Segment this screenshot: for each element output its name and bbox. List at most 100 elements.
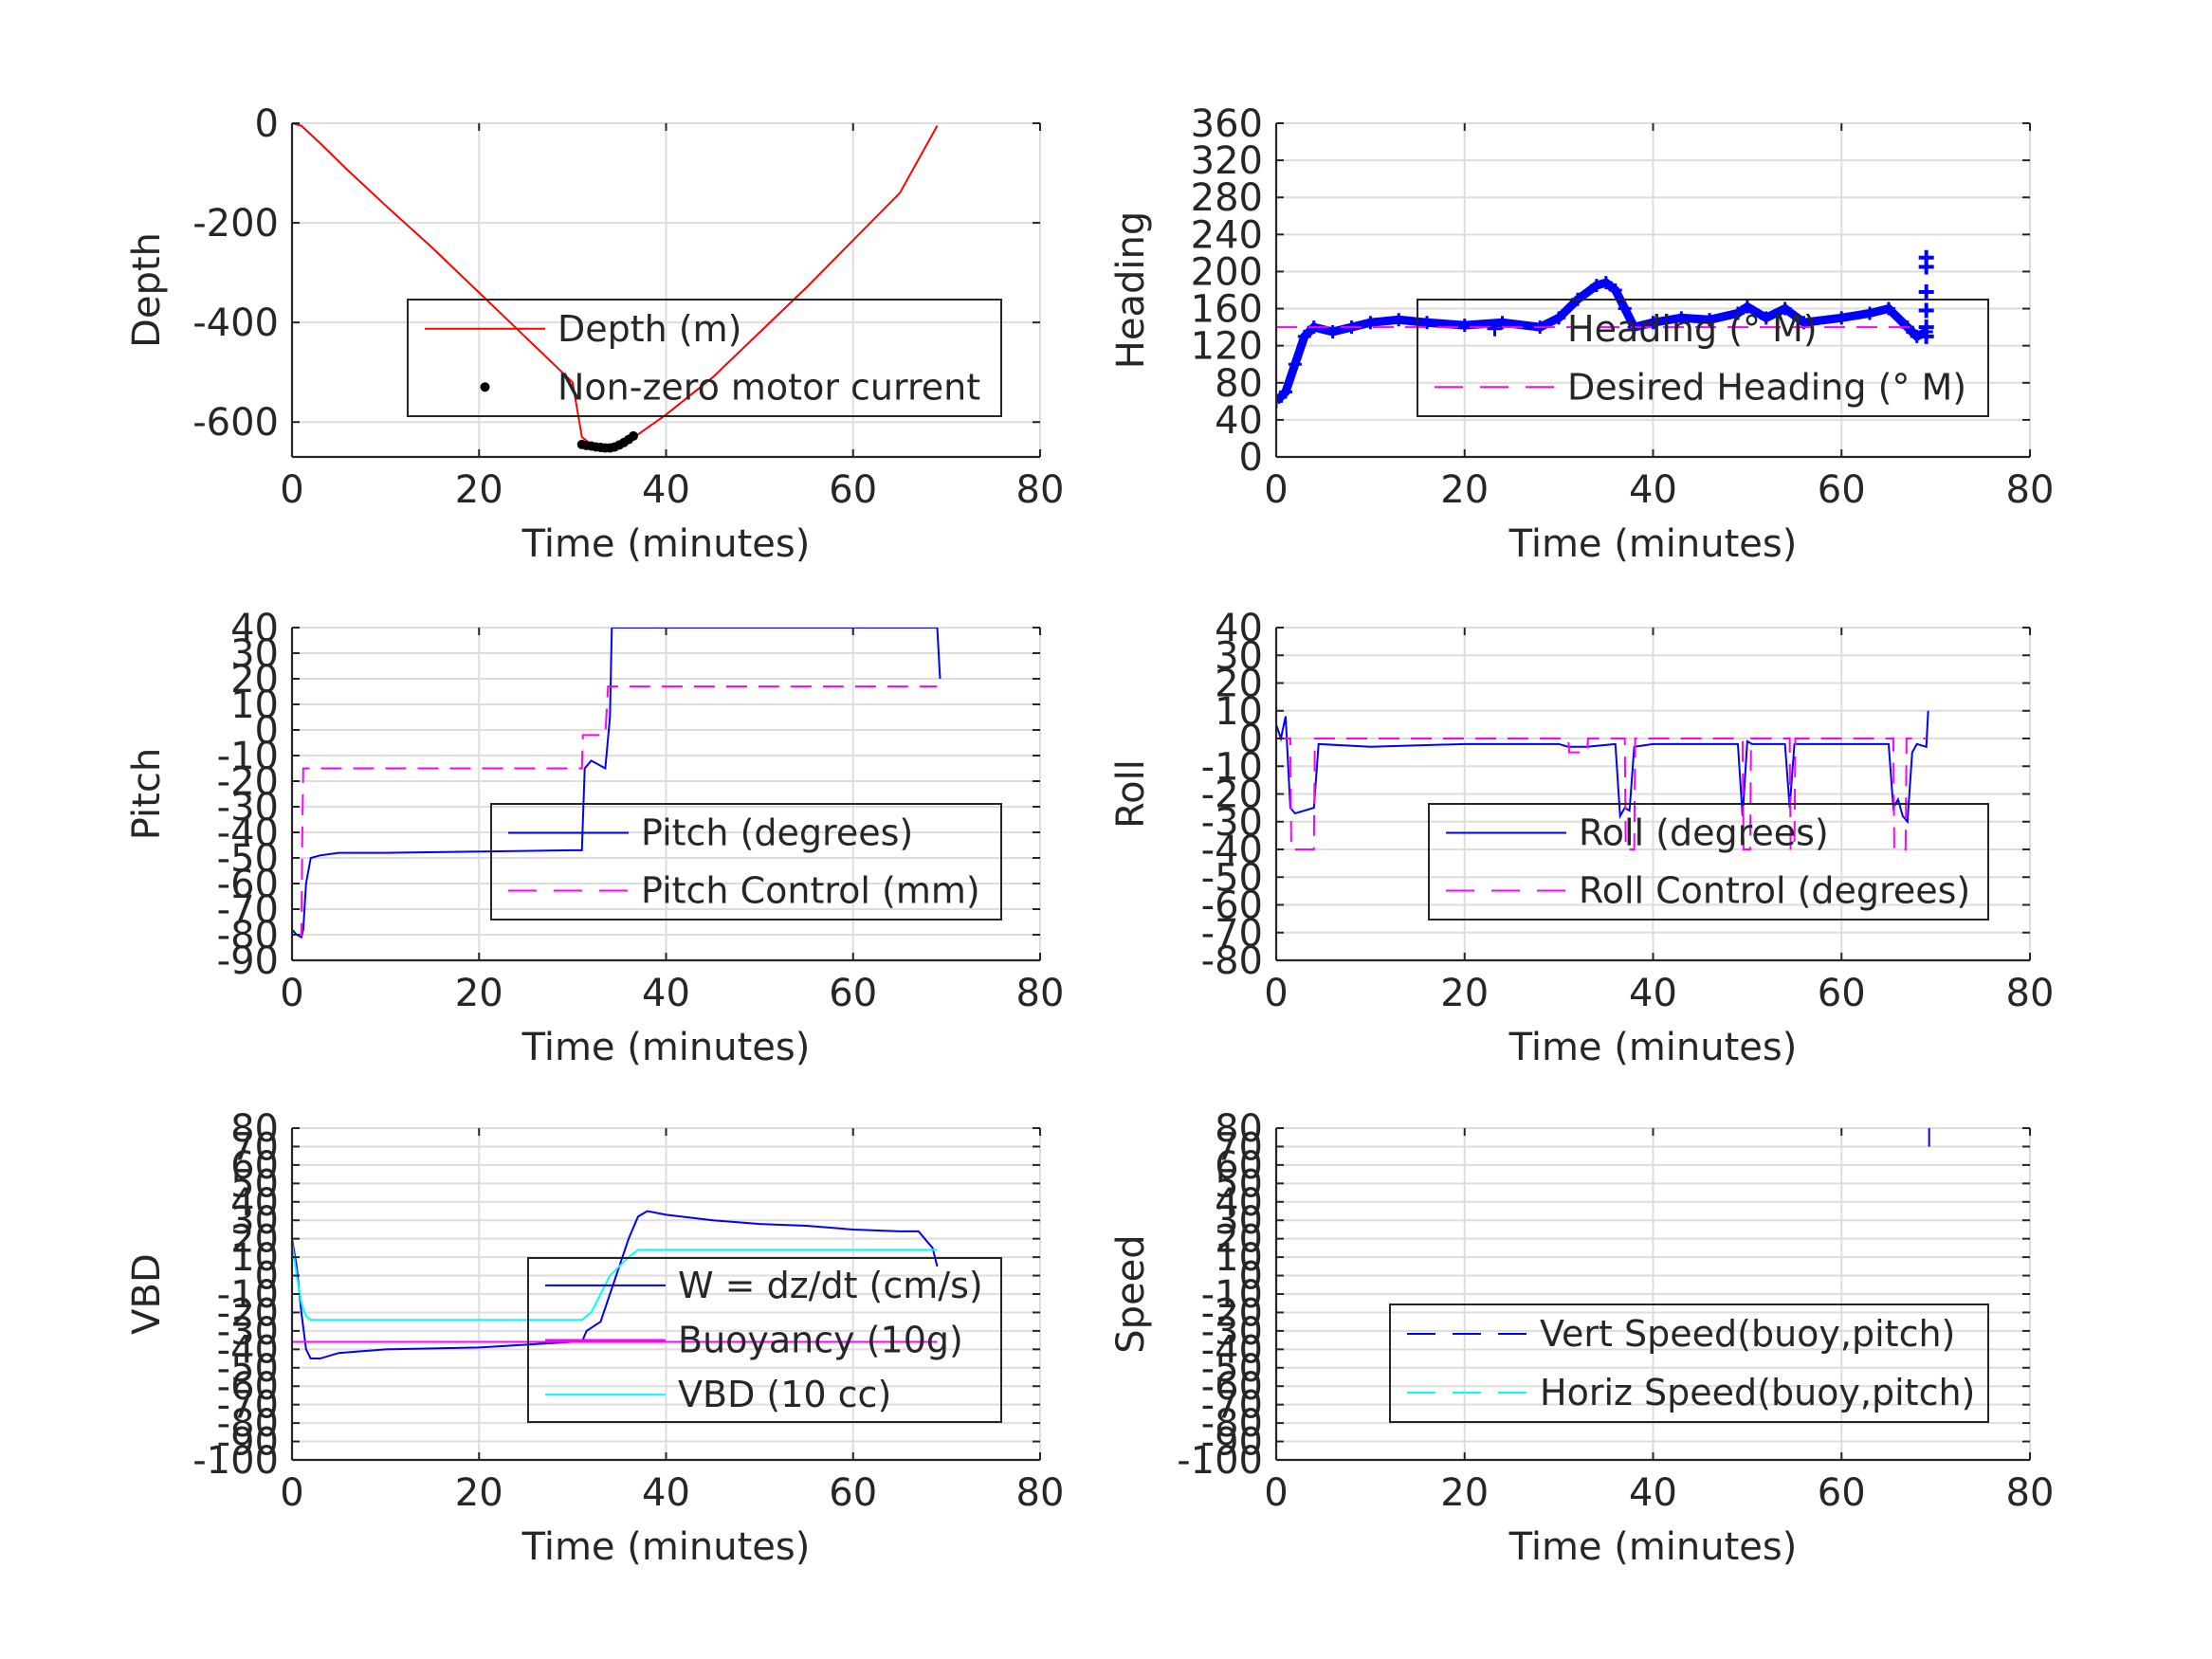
legend-label: Horiz Speed(buoy,pitch) <box>1540 1372 1975 1413</box>
y-tick-label: 160 <box>1191 288 1263 332</box>
legend: W = dz/dt (cm/s) Buoyancy (10g) VBD (10 cc… <box>527 1257 1002 1423</box>
x-tick-label: 20 <box>455 1471 503 1515</box>
x-tick-label: 40 <box>1629 972 1677 1015</box>
legend-box <box>1428 803 1989 921</box>
legend-label: W = dz/dt (cm/s) <box>678 1265 983 1306</box>
y-tick-label: 40 <box>230 1181 279 1225</box>
y-tick-label: 60 <box>1215 1144 1263 1188</box>
y-tick-label: 80 <box>1215 362 1263 406</box>
y-tick-label: -60 <box>1201 1365 1263 1409</box>
y-tick-label: -50 <box>1201 1347 1263 1391</box>
y-tick-label: 0 <box>1239 718 1263 761</box>
legend-box <box>1389 1304 1989 1423</box>
legend-label: Non-zero motor current <box>558 366 980 408</box>
x-axis-label: Time (minutes) <box>1508 1026 1798 1069</box>
y-tick-label: 10 <box>1215 690 1263 734</box>
x-tick-label: 20 <box>1440 1471 1489 1515</box>
series-line <box>292 685 938 936</box>
y-tick-label: -40 <box>217 1328 279 1372</box>
y-tick-label: -20 <box>1201 774 1263 817</box>
x-tick-label: 20 <box>1440 468 1489 512</box>
x-tick-label: 40 <box>1629 468 1677 512</box>
y-tick-label: 120 <box>1191 325 1263 369</box>
data-point <box>1918 283 1934 300</box>
series-line <box>1276 278 1929 405</box>
data-point <box>1730 306 1745 320</box>
y-tick-label: -40 <box>1201 1328 1263 1372</box>
legend-label: Vert Speed(buoy,pitch) <box>1540 1313 1955 1355</box>
x-tick-label: 60 <box>829 972 877 1015</box>
y-tick-label: 10 <box>230 684 279 727</box>
series-group <box>292 628 941 939</box>
series-group <box>292 123 939 453</box>
y-tick-label: 60 <box>230 1144 279 1188</box>
y-tick-label: -20 <box>217 1291 279 1335</box>
x-tick-label: 20 <box>455 468 503 512</box>
y-tick-label: -30 <box>1201 801 1263 845</box>
y-tick-label: -60 <box>217 1365 279 1409</box>
data-point <box>1918 328 1934 344</box>
y-axis-label: Roll <box>1109 759 1153 829</box>
x-tick-label: 60 <box>1818 972 1866 1015</box>
y-tick-label: -70 <box>1201 912 1263 956</box>
y-tick-label: -90 <box>217 939 279 983</box>
x-tick-label: 0 <box>280 468 303 512</box>
y-tick-label: 10 <box>1215 1236 1263 1280</box>
legend-box <box>527 1257 1002 1423</box>
data-point <box>1325 325 1340 338</box>
data-point <box>1835 311 1849 325</box>
x-axis-label: Time (minutes) <box>521 522 811 566</box>
series-line <box>292 1210 939 1360</box>
data-point <box>1646 316 1660 330</box>
data-point <box>1740 300 1754 314</box>
x-tick-label: 80 <box>2006 468 2055 512</box>
data-point <box>1392 313 1406 327</box>
y-tick-label: -80 <box>1201 939 1263 983</box>
data-point <box>1276 394 1283 409</box>
data-point <box>1457 319 1472 333</box>
legend-box <box>490 803 1002 921</box>
legend-marker <box>480 382 490 392</box>
data-point <box>1881 301 1895 316</box>
data-point <box>1420 316 1434 330</box>
series-group <box>1276 710 1929 850</box>
y-tick-label: -50 <box>217 1347 279 1391</box>
y-tick-label: -90 <box>1201 1421 1263 1465</box>
data-point <box>1759 311 1773 325</box>
y-tick-label: 0 <box>1239 436 1263 480</box>
y-tick-label: -10 <box>1201 745 1263 789</box>
y-tick-label: 40 <box>1215 607 1263 650</box>
y-axis-label: Speed <box>1109 1234 1153 1353</box>
x-tick-label: 40 <box>642 972 690 1015</box>
y-tick-label: -20 <box>1201 1291 1263 1335</box>
chart-speed: 0 20 40 60 8080706050403020100-10-20-30-40-5… <box>1109 1107 2054 1569</box>
y-axis-label: Heading <box>1109 211 1153 369</box>
y-tick-label: 20 <box>230 1218 279 1262</box>
y-tick-label: 240 <box>1191 213 1263 257</box>
x-axis-label: Time (minutes) <box>521 1026 811 1069</box>
data-point <box>628 430 638 441</box>
legend-label: Pitch (degrees) <box>641 812 913 854</box>
legend-label: Desired Heading (° M) <box>1567 366 1966 408</box>
legend: Pitch (degrees) Pitch Control (mm) <box>490 803 1002 921</box>
y-tick-label: 20 <box>230 658 279 702</box>
y-tick-label: -50 <box>1201 856 1263 900</box>
data-point <box>1918 302 1934 319</box>
data-point <box>1618 301 1632 316</box>
x-tick-label: 20 <box>1440 972 1489 1015</box>
legend-box <box>1417 299 1989 417</box>
x-tick-label: 0 <box>280 1471 303 1515</box>
x-tick-label: 40 <box>642 1471 690 1515</box>
y-tick-label: -30 <box>1201 1310 1263 1354</box>
x-tick-label: 0 <box>1264 972 1288 1015</box>
y-tick-label: 80 <box>230 1107 279 1151</box>
y-tick-label: -600 <box>192 401 279 445</box>
chart-pitch: 0 20 40 60 80403020100-10-20-30-40-50-60-70-… <box>125 607 1064 1069</box>
data-point <box>1288 357 1302 372</box>
y-axis-label: VBD <box>125 1253 169 1335</box>
data-point <box>1297 329 1311 343</box>
legend-label: Buoyancy (10g) <box>678 1320 963 1361</box>
y-tick-label: -60 <box>1201 884 1263 928</box>
y-tick-label: 10 <box>230 1236 279 1280</box>
